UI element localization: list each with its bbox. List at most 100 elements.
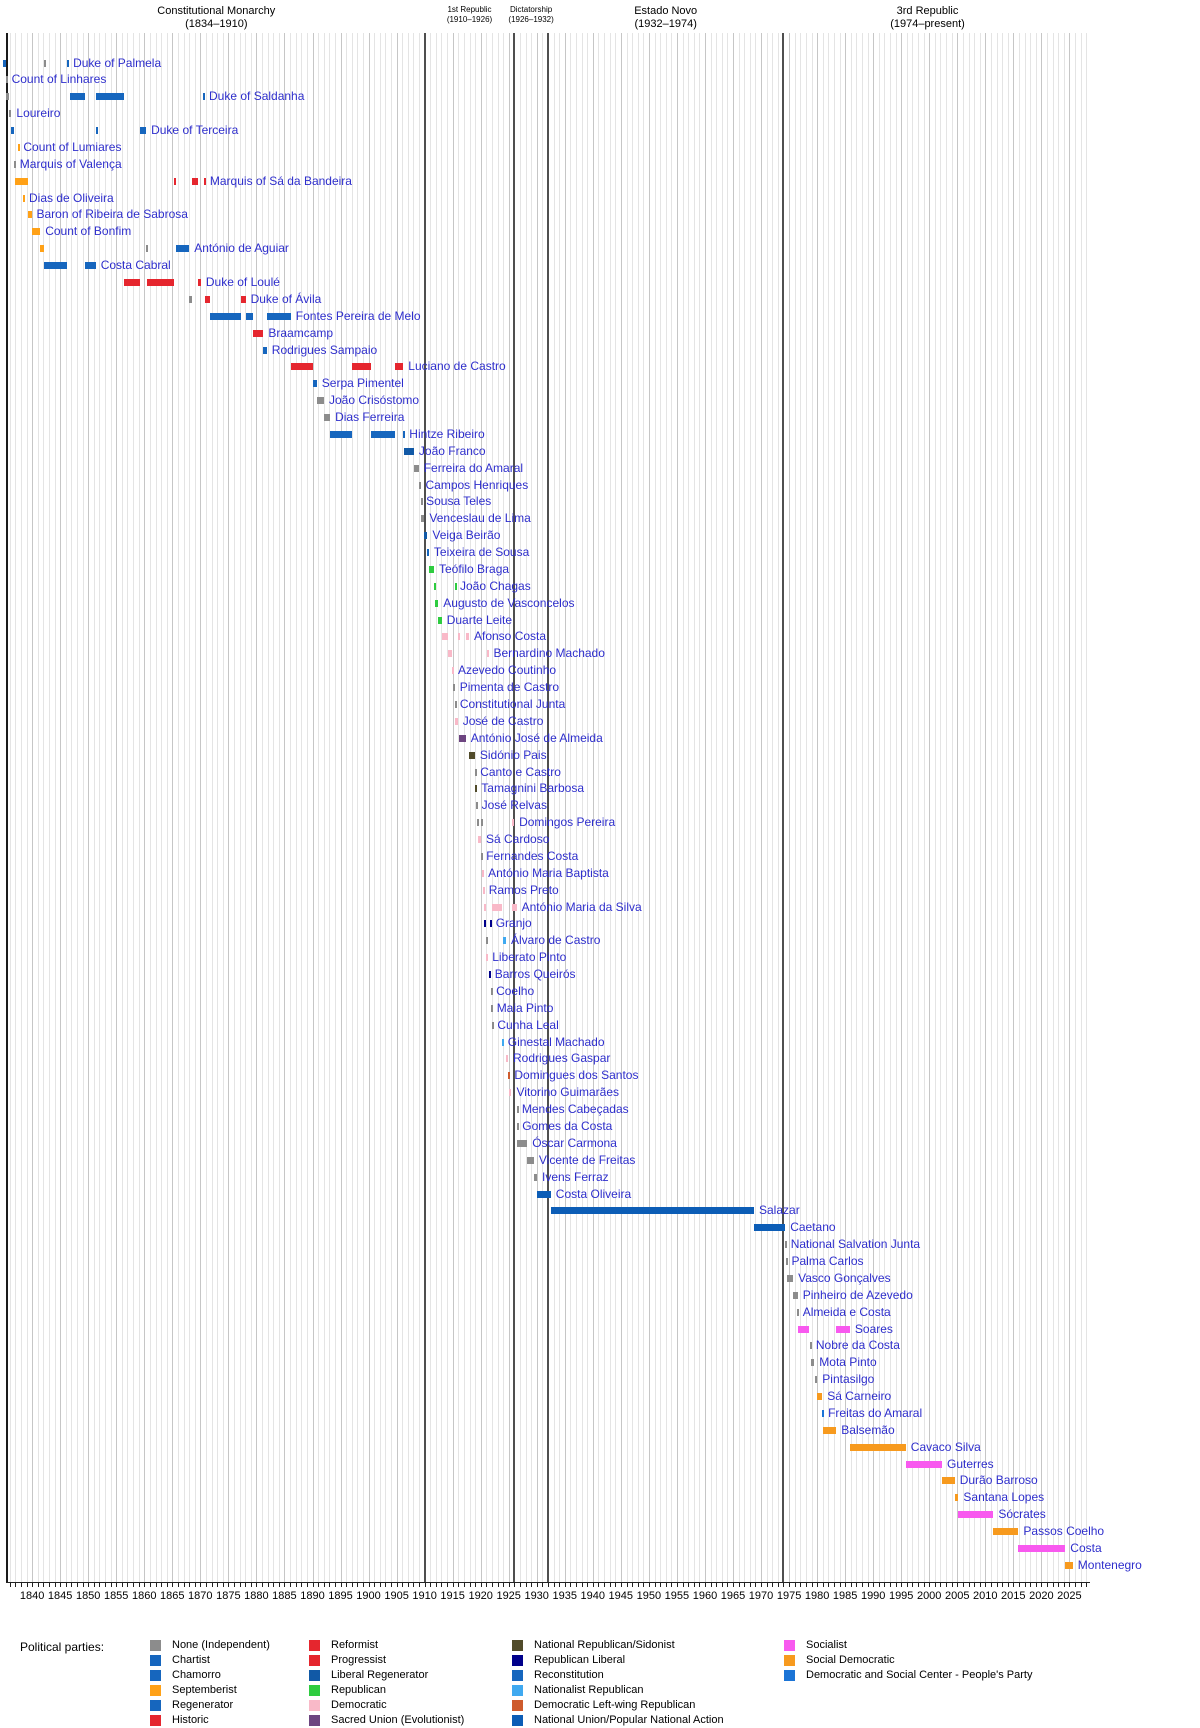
pm-name-label[interactable]: Coelho [496, 983, 535, 998]
pm-name-label[interactable]: Count of Bonfim [45, 224, 132, 239]
pm-name-label[interactable]: Costa [1070, 1540, 1102, 1555]
pm-name-label[interactable]: Marquis of Valença [19, 156, 122, 171]
pm-name-label[interactable]: Cavaco Silva [910, 1439, 981, 1454]
pm-name-label[interactable]: Domingos Pereira [519, 815, 616, 830]
pm-name-label[interactable]: Sousa Teles [426, 494, 492, 509]
pm-name-label[interactable]: Balsemão [841, 1422, 895, 1437]
pm-name-label[interactable]: Duarte Leite [446, 612, 513, 627]
pm-name-label[interactable]: Álvaro de Castro [511, 933, 601, 948]
pm-name-label[interactable]: Nobre da Costa [815, 1338, 900, 1353]
pm-name-label[interactable]: Fontes Pereira de Melo [295, 308, 421, 323]
pm-name-label[interactable]: Veiga Beirão [432, 528, 501, 543]
pm-name-label[interactable]: Duke of Ávila [250, 291, 322, 306]
pm-name-label[interactable]: Cunha Leal [497, 1017, 559, 1032]
pm-name-label[interactable]: Tamagnini Barbosa [481, 781, 585, 796]
pm-name-label[interactable]: Santana Lopes [963, 1490, 1045, 1505]
pm-name-label[interactable]: Sá Cardoso [486, 832, 550, 846]
pm-name-label[interactable]: António de Aguiar [194, 241, 289, 256]
axis-tick [374, 1583, 376, 1587]
pm-name-label[interactable]: Óscar Carmona [532, 1135, 617, 1150]
pm-name-label[interactable]: Duke of Terceira [151, 123, 239, 137]
pm-name-label[interactable]: António José de Almeida [470, 730, 603, 745]
pm-name-label[interactable]: João Franco [418, 443, 486, 458]
pm-name-label[interactable]: Duke of Loulé [205, 274, 280, 289]
pm-name-label[interactable]: Dias de Oliveira [29, 190, 114, 205]
pm-name-label[interactable]: Pimenta de Castro [459, 680, 560, 695]
pm-name-label[interactable]: Ferreira do Amaral [423, 460, 524, 475]
pm-name-label[interactable]: Teófilo Braga [439, 561, 510, 576]
gridline [906, 33, 908, 1582]
pm-name-label[interactable]: Braamcamp [268, 325, 334, 340]
pm-name-label[interactable]: Hintze Ribeiro [409, 426, 485, 441]
pm-name-label[interactable]: Ivens Ferraz [542, 1169, 609, 1184]
pm-name-label[interactable]: Azevedo Coutinho [458, 663, 557, 678]
pm-name-label[interactable]: António Maria Baptista [488, 865, 609, 880]
pm-name-label[interactable]: Rodrigues Gaspar [513, 1051, 611, 1066]
pm-name-label[interactable]: Ginestal Machado [507, 1034, 605, 1049]
pm-name-label[interactable]: Teixeira de Sousa [433, 545, 530, 559]
pm-name-label[interactable]: Palma Carlos [791, 1254, 864, 1268]
pm-name-label[interactable]: Serpa Pimentel [321, 376, 404, 391]
pm-name-label[interactable]: Venceslau de Lima [429, 511, 531, 526]
pm-name-label[interactable]: Campos Henriques [425, 477, 529, 492]
pm-name-label[interactable]: João Crisóstomo [329, 393, 420, 408]
pm-name-label[interactable]: Dias Ferreira [335, 410, 405, 424]
pm-name-label[interactable]: Duke of Palmela [73, 55, 162, 70]
pm-name-label[interactable]: Granjo [495, 916, 532, 931]
pm-name-label[interactable]: Passos Coelho [1023, 1524, 1105, 1539]
pm-name-label[interactable]: Gomes da Costa [522, 1118, 613, 1133]
pm-name-label[interactable]: Durão Barroso [959, 1473, 1038, 1488]
pm-name-label[interactable]: António Maria da Silva [521, 899, 642, 914]
pm-name-label[interactable]: João Chagas [460, 578, 531, 593]
pm-name-label[interactable]: Caetano [790, 1220, 836, 1235]
pm-name-label[interactable]: Sócrates [998, 1507, 1046, 1522]
pm-name-label[interactable]: Bernardino Machado [493, 646, 605, 661]
pm-name-label[interactable]: Ramos Preto [488, 882, 559, 897]
pm-name-label[interactable]: Constitutional Junta [459, 696, 566, 711]
axis-tick [161, 1583, 163, 1587]
pm-name-label[interactable]: Guterres [947, 1456, 994, 1471]
pm-name-label[interactable]: National Salvation Junta [790, 1237, 921, 1252]
timeline-row: Baron of Ribeira de Sabrosa [0, 206, 1200, 223]
axis-tick [934, 1583, 936, 1587]
pm-name-label[interactable]: José Relvas [481, 798, 547, 813]
pm-name-label[interactable]: Luciano de Castro [408, 359, 506, 374]
pm-name-label[interactable]: Marquis of Sá da Bandeira [209, 173, 352, 188]
timeline-row: Cavaco Silva [0, 1439, 1200, 1456]
pm-name-label[interactable]: Mota Pinto [819, 1355, 877, 1370]
pm-name-label[interactable]: Maia Pinto [496, 1000, 554, 1015]
axis-tick [435, 1583, 437, 1587]
pm-name-label[interactable]: José de Castro [462, 713, 544, 728]
pm-name-label[interactable]: Baron of Ribeira de Sabrosa [36, 207, 188, 222]
pm-name-label[interactable]: Soares [854, 1321, 893, 1336]
pm-name-label[interactable]: Canto e Castro [480, 764, 561, 779]
pm-name-label[interactable]: Costa Oliveira [555, 1186, 632, 1201]
pm-name-label[interactable]: Augusto de Vasconcelos [443, 595, 575, 610]
pm-name-label[interactable]: Pinheiro de Azevedo [802, 1287, 913, 1302]
pm-name-label[interactable]: Loureiro [16, 106, 61, 121]
pm-name-label[interactable]: Fernandes Costa [486, 848, 579, 863]
axis-tick [329, 1583, 331, 1587]
pm-name-label[interactable]: Sidónio Pais [479, 747, 547, 762]
pm-name-label[interactable]: Rodrigues Sampaio [271, 342, 378, 357]
axis-tick [430, 1583, 432, 1587]
pm-name-label[interactable]: Costa Cabral [100, 258, 171, 273]
pm-name-label[interactable]: Montenegro [1077, 1557, 1142, 1572]
pm-name-label[interactable]: Pintasilgo [822, 1372, 875, 1387]
pm-name-label[interactable]: Almeida e Costa [802, 1304, 891, 1319]
pm-name-label[interactable]: Mendes Cabeçadas [521, 1102, 629, 1117]
pm-name-label[interactable]: Salazar [759, 1203, 800, 1218]
pm-name-label[interactable]: Freitas do Amaral [828, 1405, 923, 1420]
pm-name-label[interactable]: Vasco Gonçalves [798, 1270, 891, 1285]
pm-name-label[interactable]: Barros Queirós [494, 967, 576, 981]
pm-name-label[interactable]: Vicente de Freitas [538, 1152, 636, 1167]
pm-name-label[interactable]: Liberato Pinto [492, 950, 567, 965]
pm-name-label[interactable]: Afonso Costa [474, 629, 547, 644]
pm-name-label[interactable]: Count of Lumiares [23, 139, 122, 154]
pm-name-label[interactable]: Duke of Saldanha [209, 89, 305, 104]
pm-name-label[interactable]: Count of Linhares [11, 72, 107, 87]
period-boundary-line [423, 33, 426, 1582]
pm-name-label[interactable]: Vitorino Guimarães [516, 1085, 620, 1100]
pm-name-label[interactable]: Domingues dos Santos [514, 1068, 639, 1083]
pm-name-label[interactable]: Sá Carneiro [827, 1389, 892, 1403]
